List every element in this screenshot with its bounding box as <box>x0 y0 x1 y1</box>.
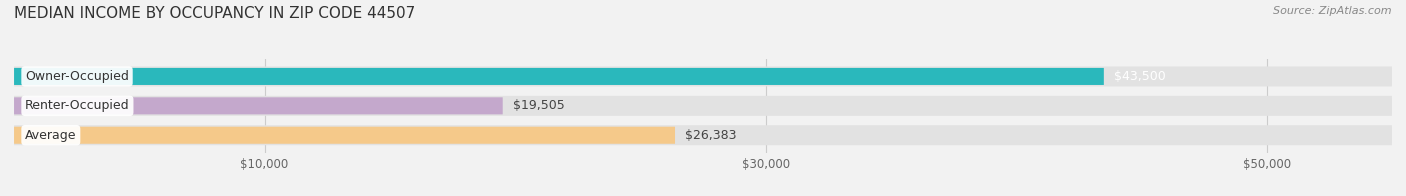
Text: $26,383: $26,383 <box>685 129 737 142</box>
Text: Source: ZipAtlas.com: Source: ZipAtlas.com <box>1274 6 1392 16</box>
FancyBboxPatch shape <box>14 68 1104 85</box>
FancyBboxPatch shape <box>14 97 503 114</box>
FancyBboxPatch shape <box>14 125 1392 145</box>
Text: $19,505: $19,505 <box>513 99 564 112</box>
FancyBboxPatch shape <box>14 127 675 144</box>
Text: MEDIAN INCOME BY OCCUPANCY IN ZIP CODE 44507: MEDIAN INCOME BY OCCUPANCY IN ZIP CODE 4… <box>14 6 415 21</box>
Text: $43,500: $43,500 <box>1114 70 1166 83</box>
Text: Renter-Occupied: Renter-Occupied <box>25 99 129 112</box>
FancyBboxPatch shape <box>14 96 1392 116</box>
Text: Average: Average <box>25 129 76 142</box>
FancyBboxPatch shape <box>14 66 1392 86</box>
Text: Owner-Occupied: Owner-Occupied <box>25 70 129 83</box>
